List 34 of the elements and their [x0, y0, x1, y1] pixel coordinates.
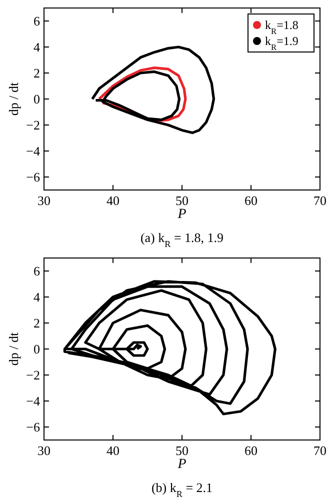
y-tick-label: 6	[34, 264, 40, 278]
x-tick-label: 30	[38, 193, 50, 208]
y-tick-label: 2	[34, 66, 40, 80]
y-tick-label: −2	[26, 118, 40, 132]
y-tick-label: 0	[34, 342, 40, 356]
y-tick-label: 6	[34, 14, 40, 28]
y-axis-title: dp / dt	[6, 332, 21, 366]
text: (a) k$_{R}$ = 1.8, 1.9	[140, 230, 224, 249]
y-tick-label: 0	[34, 92, 40, 106]
y-tick-label: −4	[26, 394, 40, 408]
x-tick-label: 70	[314, 193, 326, 208]
line-series	[91, 46, 216, 134]
x-axis-title: P	[176, 457, 187, 472]
y-tick-label: −6	[26, 170, 40, 184]
y-tick-label: 4	[34, 290, 40, 304]
x-tick-label: 60	[244, 443, 258, 458]
text: (b) k$_{R}$ = 2.1	[151, 480, 213, 499]
y-tick-label: 2	[34, 316, 40, 330]
y-tick-label: −4	[26, 144, 40, 158]
legend-label: k$_{R}$=1.8	[265, 18, 298, 36]
x-tick-label: 60	[244, 193, 258, 208]
x-tick-label: 40	[106, 443, 120, 458]
y-tick-label: −6	[26, 420, 40, 434]
x-axis-title: P	[176, 207, 187, 222]
x-tick-label: 50	[176, 443, 188, 458]
x-tick-label: 30	[38, 443, 50, 458]
y-tick-label: −2	[26, 368, 40, 382]
y-tick-label: 4	[34, 40, 40, 54]
x-tick-label: 70	[314, 443, 326, 458]
y-axis-title: dp / dt	[6, 82, 21, 116]
x-tick-label: 50	[176, 193, 188, 208]
x-tick-label: 40	[106, 193, 120, 208]
legend-label: k$_{R}$=1.9	[265, 34, 298, 52]
line-series	[63, 280, 276, 416]
